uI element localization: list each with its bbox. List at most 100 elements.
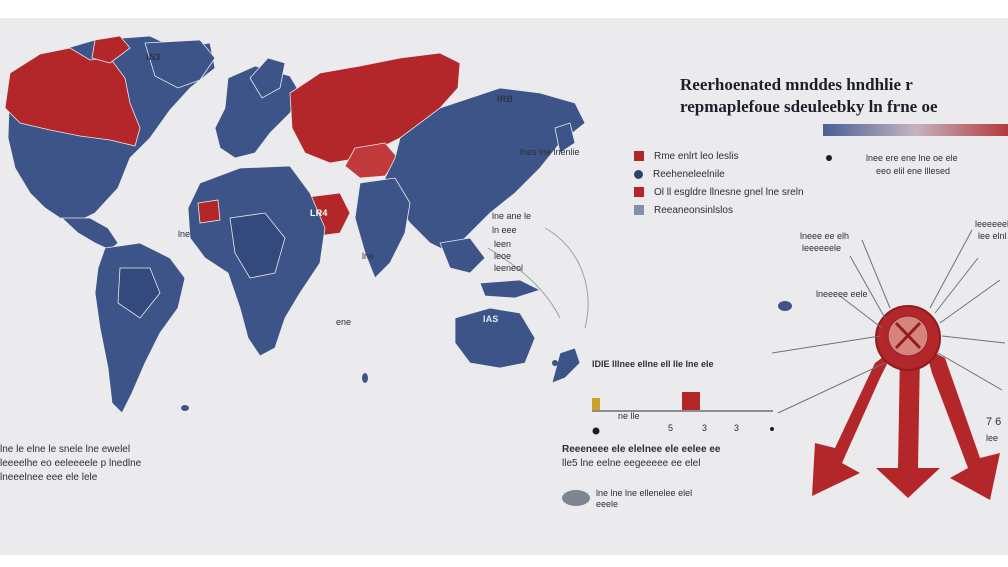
note-line: lne le elne le snele lne ewelel (0, 444, 131, 455)
note-line: lneeelnee eee ele lele (0, 472, 98, 483)
region-central-america (60, 217, 119, 251)
leader-line (941, 335, 1006, 344)
note-line: leeeelhe eo eeleeeele p lnedlne (0, 458, 142, 469)
map-annotation-asia-3: ln eee (492, 225, 517, 235)
region-new-zealand (551, 347, 581, 384)
island (362, 373, 368, 383)
legend-label: Ol ll esgldre llnesne gnel lne sreln (654, 186, 804, 198)
map-annotation-africa: lne (362, 251, 375, 261)
mini-chart-svg (592, 392, 774, 435)
legend-swatch (634, 169, 643, 179)
map-annotation-atlantic: lne (178, 229, 191, 239)
map-annotation-africa-south: ene (336, 317, 352, 327)
mini-chart-header: lDIE lllnee ellne ell lle lne ele (592, 359, 714, 369)
mini-chart: lDIE lllnee ellne ell lle lne ele ne lle… (588, 358, 788, 448)
region-russia-east (344, 142, 399, 179)
leader-line (771, 335, 881, 354)
legend-item: Reeaneonsinlslos (634, 202, 804, 218)
callout-label: lee elnl (978, 231, 1007, 241)
axis-dot (592, 427, 600, 435)
note-line: Reeeneee ele elelnee ele eelee ee (562, 444, 721, 455)
region-india (354, 177, 411, 279)
notes-mid: Reeeneee ele elelnee ele eelee ee lle5 l… (562, 443, 720, 471)
region-africa-inner (229, 212, 286, 279)
axis-dot (770, 427, 774, 431)
connector-line (544, 227, 589, 329)
oval-legend-line-1: lne lne lne ellenelee elel (596, 488, 693, 498)
map-label-na: IN3 (146, 52, 161, 62)
island (181, 405, 189, 411)
region-australia (454, 307, 536, 369)
arrow-center (876, 353, 940, 498)
oval-legend-line-2: eeele (596, 499, 619, 509)
leader-line (849, 255, 886, 319)
bullet-icon (826, 155, 832, 161)
legend-label: Reeaneonsinlslos (654, 204, 733, 216)
region-canada (4, 47, 141, 147)
region-south-america-inner (117, 267, 161, 319)
mini-chart-marker: 3 (702, 423, 708, 433)
leader-line (839, 295, 883, 329)
mini-chart-bar (592, 398, 600, 410)
legend-label: Reeheneleelnile (653, 168, 725, 180)
callout-label: lee (986, 433, 999, 443)
legend-item: Reeheneleelnile (634, 166, 804, 182)
hub-mark (894, 321, 922, 350)
mini-chart-marker: 5 (668, 423, 674, 433)
leader-line (937, 352, 1003, 391)
oval-icon (562, 490, 590, 506)
callout-label: lneee ee elh (800, 231, 850, 241)
side-note-line-1: lnee ere ene lne oe ele (866, 153, 958, 163)
infographic-canvas: IN3 IRB LR4 IAS lnes lne lnenlie lne ane… (0, 18, 1008, 555)
legend-swatch (634, 151, 644, 161)
legend-item: Rme enlrt leo leslis (634, 148, 804, 164)
map-label-me: LR4 (310, 208, 328, 218)
world-map (4, 35, 1006, 500)
color-scale-bar (823, 124, 1008, 136)
region-greenland (91, 35, 131, 64)
map-annotation-asia-1: lnes lne lnenlie (520, 147, 580, 157)
callout-label: leeeeeele (975, 219, 1008, 229)
title-line-2: repmaplefoue sdeuleebky ln frne oe (680, 97, 938, 116)
title-line-1: Reerhoenated mnddes hndhlie r (680, 75, 913, 94)
region-arctic-island (144, 39, 216, 89)
map-annotation-sea-1: leen (494, 239, 512, 249)
arrow-right (925, 348, 1000, 500)
legend-swatch (634, 205, 644, 215)
legend-label: Rme enlrt leo leslis (654, 150, 739, 162)
leader-line (939, 279, 1001, 324)
mini-chart-marker: ne lle (618, 411, 640, 421)
legend-item: Ol ll esgldre llnesne gnel lne sreln (634, 184, 804, 200)
mini-chart-bar (682, 392, 700, 410)
title-block: Reerhoenated mnddes hndhlie r repmaplefo… (680, 74, 1008, 118)
island (778, 301, 792, 311)
region-west-africa-red (197, 199, 221, 224)
map-annotation-sea-3: leeneol (494, 263, 524, 273)
leader-line (934, 257, 979, 314)
legend: Rme enlrt leo leslis Reeheneleelnile Ol … (634, 148, 804, 220)
region-scandinavia (249, 57, 286, 99)
callout-label: lneeeee eele (816, 289, 868, 299)
callout-label: 7 6 (986, 416, 1002, 428)
map-annotation-sea-2: leoe (494, 251, 512, 261)
region-southeast-asia (439, 237, 486, 274)
map-annotation-asia-2: lne ane le (492, 211, 532, 221)
region-indonesia (479, 279, 542, 299)
side-note-line-2: eeo elil ene lllesed (876, 166, 951, 176)
note-line: lle5 lne eelne eegeeeee ee elel (562, 458, 701, 469)
arrow-left (812, 348, 895, 496)
region-japan (554, 122, 576, 154)
leader-line (861, 239, 891, 309)
notes-left: lne le elne le snele lne ewelel leeeelhe… (0, 443, 141, 485)
island (552, 360, 558, 366)
map-label-asia: IRB (497, 94, 514, 104)
mini-chart-marker: 3 (734, 423, 740, 433)
region-south-america (94, 242, 186, 414)
callout-label: leeeeeele (802, 243, 842, 253)
legend-swatch (634, 187, 644, 197)
connector-line (487, 247, 561, 319)
map-label-aus: IAS (483, 314, 499, 324)
leader-line (929, 229, 973, 309)
oval-legend: lne lne lne ellenelee elel eeele (562, 488, 692, 510)
leader-line (777, 362, 886, 414)
